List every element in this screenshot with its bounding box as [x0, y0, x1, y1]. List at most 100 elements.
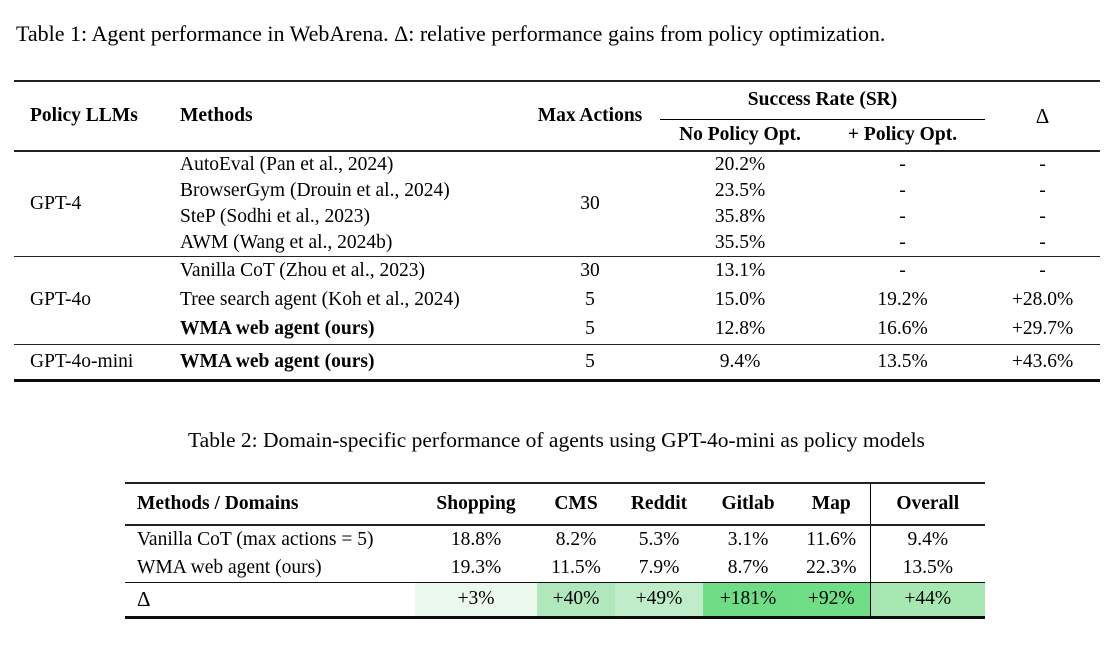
cell-method: SteP (Sodhi et al., 2023) [180, 205, 370, 227]
table-row: Vanilla CoT (max actions = 5) 18.8% 8.2%… [125, 525, 985, 554]
cell-delta-map: +92% [793, 582, 870, 618]
cell-method: WMA web agent (ours) [180, 318, 375, 340]
cell-method: Tree search agent (Koh et al., 2024) [180, 289, 460, 311]
cell-max-actions: 30 [520, 256, 660, 286]
cell-sr-opt: 16.6% [877, 318, 928, 340]
col-header-reddit: Reddit [615, 483, 703, 526]
cell-sr-opt: - [820, 256, 986, 286]
cell-method: WMA web agent (ours) [137, 556, 322, 578]
table-row: WMA web agent (ours) 19.3% 11.5% 7.9% 8.… [125, 554, 985, 583]
table-row: Methods / Domains Shopping CMS Reddit Gi… [125, 483, 985, 526]
cell-overall: 9.4% [869, 525, 985, 554]
cell-overall: 13.5% [869, 554, 985, 583]
table-row: BrowserGym (Drouin et al., 2024) 23.5% -… [14, 178, 1100, 204]
table2-header: Methods / Domains Shopping CMS Reddit Gi… [125, 483, 985, 526]
cell-max-actions: 5 [585, 318, 595, 340]
col-header-no-policy-opt: No Policy Opt. [660, 119, 820, 152]
cell-gitlab: 3.1% [727, 528, 769, 550]
cell-delta: +43.6% [985, 344, 1101, 381]
col-header-shopping: Shopping [415, 483, 537, 526]
table1-group-gpt4: GPT-4 AutoEval (Pan et al., 2024) 30 20.… [14, 151, 1100, 257]
col-header-methods: Methods [180, 81, 520, 152]
cell-sr-no-opt: 15.0% [714, 289, 766, 311]
cell-sr-opt: 19.2% [877, 289, 928, 311]
cell-sr-no-opt: 23.5% [714, 179, 766, 201]
col-header-overall: Overall [869, 483, 985, 526]
table1-caption: Table 1: Agent performance in WebArena. … [16, 21, 886, 46]
cell-policy-llm: GPT-4 [30, 192, 82, 214]
col-header-success-rate: Success Rate (SR) [660, 81, 986, 120]
cell-shopping: 19.3% [450, 556, 502, 578]
cell-policy-llm: GPT-4o [14, 256, 180, 345]
cell-delta-reddit: +49% [615, 582, 703, 618]
cell-delta: +28.0% [1011, 289, 1074, 311]
cell-sr-no-opt: 9.4% [660, 344, 820, 381]
cell-delta-overall: +44% [869, 582, 985, 618]
col-header-max-actions: Max Actions [520, 81, 660, 152]
col-header-plus-policy-opt: + Policy Opt. [820, 119, 986, 152]
cell-max-actions: 30 [580, 192, 600, 214]
cell-sr-no-opt: 20.2% [714, 153, 766, 175]
cell-sr-no-opt: 13.1% [660, 256, 820, 286]
cell-sr-opt: 13.5% [820, 344, 986, 381]
table2-caption: Table 2: Domain-specific performance of … [188, 428, 925, 452]
table-row: AWM (Wang et al., 2024b) 35.5% - - [14, 230, 1100, 257]
table-row: Tree search agent (Koh et al., 2024) 5 1… [14, 286, 1100, 315]
cell-method: Vanilla CoT (Zhou et al., 2023) [180, 256, 520, 286]
table1-group-gpt4o-mini: GPT-4o-mini WMA web agent (ours) 5 9.4% … [14, 344, 1101, 381]
table1: Policy LLMs Methods Max Actions Success … [14, 80, 1101, 382]
cell-delta: - [1039, 179, 1046, 201]
cell-sr-opt: - [899, 179, 906, 201]
cell-cms: 8.2% [555, 528, 597, 550]
table-row: SteP (Sodhi et al., 2023) 35.8% - - [14, 204, 1100, 230]
cell-cms: 11.5% [551, 556, 601, 578]
cell-method: AWM (Wang et al., 2024b) [180, 231, 393, 253]
cell-delta: - [1039, 231, 1046, 253]
table-row: Policy LLMs Methods Max Actions Success … [14, 81, 1101, 152]
table-row: GPT-4 AutoEval (Pan et al., 2024) 30 20.… [14, 151, 1100, 214]
table-row: No Policy Opt. + Policy Opt. [14, 119, 1100, 152]
col-header-gitlab: Gitlab [703, 483, 793, 526]
cell-method: AutoEval (Pan et al., 2024) [180, 153, 394, 175]
table-row: GPT-4o-mini WMA web agent (ours) 5 9.4% … [14, 344, 1101, 381]
cell-max-actions: 5 [585, 289, 595, 311]
cell-method: Vanilla CoT (max actions = 5) [137, 528, 374, 550]
col-header-map: Map [793, 483, 870, 526]
cell-delta: +29.7% [1011, 318, 1074, 340]
cell-policy-llm: GPT-4o-mini [14, 344, 180, 381]
cell-delta: - [1039, 205, 1046, 227]
table2-delta-row: Δ +3% +40% +49% +181% +92% +44% [125, 582, 985, 618]
cell-reddit: 5.3% [638, 528, 680, 550]
table2-body: Vanilla CoT (max actions = 5) 18.8% 8.2%… [125, 525, 985, 618]
cell-sr-no-opt: 35.5% [714, 231, 766, 253]
cell-sr-opt: - [899, 231, 906, 253]
cell-delta-gitlab: +181% [703, 582, 793, 618]
cell-method: BrowserGym (Drouin et al., 2024) [180, 179, 450, 201]
cell-map: 22.3% [806, 556, 857, 578]
table2: Methods / Domains Shopping CMS Reddit Gi… [125, 482, 985, 619]
cell-sr-opt: - [899, 153, 906, 175]
cell-map: 11.6% [806, 528, 857, 550]
cell-method: WMA web agent (ours) [180, 344, 520, 381]
cell-sr-no-opt: 12.8% [714, 318, 766, 340]
col-header-delta: Δ [985, 81, 1101, 152]
cell-gitlab: 8.7% [727, 556, 769, 578]
cell-sr-no-opt: 35.8% [714, 205, 766, 227]
cell-delta-shopping: +3% [415, 582, 537, 618]
cell-delta-label: Δ [125, 582, 415, 618]
table-row: WMA web agent (ours) 5 12.8% 16.6% +29.7… [14, 315, 1100, 345]
cell-sr-opt: - [899, 205, 906, 227]
col-header-methods-domains: Methods / Domains [125, 483, 415, 526]
table-row: GPT-4o Vanilla CoT (Zhou et al., 2023) 3… [14, 256, 1101, 345]
cell-max-actions: 5 [520, 344, 660, 381]
cell-shopping: 18.8% [450, 528, 502, 550]
table1-group-gpt4o: GPT-4o Vanilla CoT (Zhou et al., 2023) 3… [14, 256, 1101, 345]
col-header-policy-llms: Policy LLMs [14, 81, 180, 152]
cell-delta: - [1039, 153, 1046, 175]
cell-reddit: 7.9% [638, 556, 680, 578]
cell-delta-cms: +40% [537, 582, 615, 618]
table1-header: Policy LLMs Methods Max Actions Success … [14, 81, 1101, 152]
col-header-cms: CMS [537, 483, 615, 526]
cell-delta: - [985, 256, 1101, 286]
